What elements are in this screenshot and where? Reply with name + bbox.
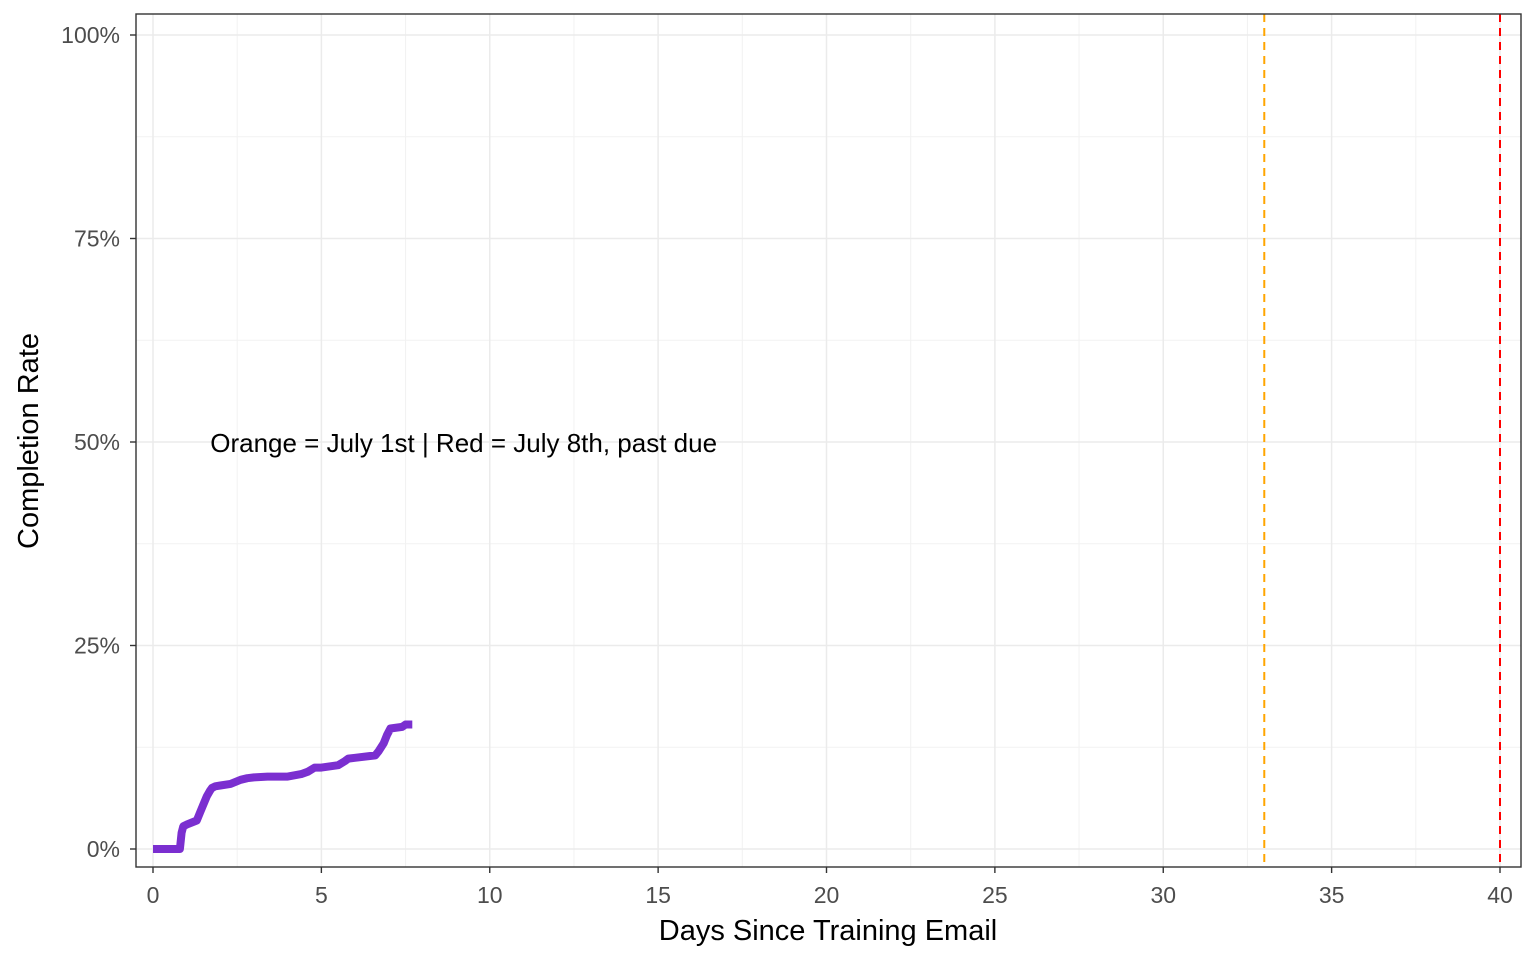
y-axis-title: Completion Rate (13, 333, 45, 549)
y-tick-label: 25% (74, 633, 120, 659)
annotation-text: Orange = July 1st | Red = July 8th, past… (210, 428, 717, 458)
x-tick-label: 25 (982, 882, 1008, 908)
reference-lines (1263, 14, 1501, 867)
y-tick-label: 50% (74, 429, 120, 455)
x-tick-label: 15 (645, 882, 671, 908)
x-tick-label: 35 (1319, 882, 1345, 908)
y-tick-label: 75% (74, 226, 120, 252)
minor-grid (136, 14, 1521, 867)
x-tick-label: 40 (1487, 882, 1513, 908)
x-tick-label: 30 (1150, 882, 1176, 908)
completion-line (153, 720, 413, 853)
panel-border (135, 13, 1522, 868)
x-axis-title: Days Since Training Email (659, 915, 997, 947)
y-axis: 0% 25% 50% 75% 100% (61, 22, 136, 862)
x-tick-label: 0 (147, 882, 160, 908)
x-tick-label: 20 (814, 882, 840, 908)
x-axis: 0 5 10 15 20 25 30 35 40 (147, 867, 1513, 908)
x-tick-label: 5 (315, 882, 328, 908)
major-grid (136, 14, 1521, 867)
y-tick-label: 100% (61, 22, 120, 48)
series-layer (153, 720, 413, 853)
y-tick-label: 0% (87, 836, 120, 862)
x-tick-label: 10 (477, 882, 503, 908)
